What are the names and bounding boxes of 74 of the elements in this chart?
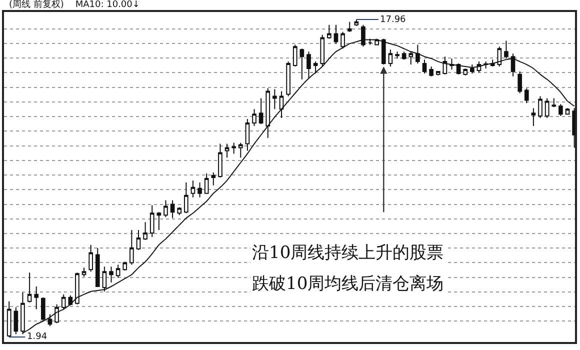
- annotation: 沿10周线持续上升的股票: [252, 243, 444, 263]
- candlestick: [150, 204, 154, 238]
- candlestick: [510, 53, 516, 77]
- candlestick: [334, 24, 338, 44]
- candlestick: [204, 173, 209, 194]
- candlestick: [14, 306, 18, 335]
- candlestick: [68, 294, 73, 306]
- candlestick: [245, 118, 250, 152]
- candlestick: [34, 286, 39, 310]
- candlestick: [470, 64, 474, 74]
- candlestick: [130, 230, 134, 266]
- candlestick: [116, 264, 120, 278]
- candlestick: [75, 272, 80, 305]
- candlestick: [544, 98, 550, 119]
- candlestick: [252, 108, 256, 126]
- candlestick: [27, 272, 32, 303]
- candlestick: [286, 61, 290, 97]
- candlestick: [408, 51, 414, 66]
- candlestick: [102, 266, 107, 292]
- candlestick: [327, 24, 332, 40]
- candlestick: [416, 44, 420, 64]
- candlestick: [109, 266, 114, 284]
- candlestick: [279, 90, 284, 119]
- candlestick: [258, 98, 264, 124]
- candlestick: [6, 300, 12, 338]
- candlestick: [402, 51, 406, 60]
- candlestick: [538, 96, 542, 119]
- candlestick: [292, 44, 298, 67]
- candlestick: [518, 70, 522, 94]
- candlestick: [266, 88, 270, 138]
- annotation: 17.96: [380, 15, 406, 25]
- candlestick: [224, 143, 230, 158]
- candlestick: [313, 61, 318, 74]
- candlestick: [177, 206, 182, 216]
- candlestick: [136, 230, 141, 250]
- candlestick: [88, 244, 93, 272]
- candlestick: [300, 48, 304, 80]
- candlestick: [170, 200, 175, 219]
- candlestick: [190, 180, 196, 198]
- candlestick: [347, 21, 352, 32]
- candlestick: [429, 66, 434, 77]
- candlestick: [558, 104, 563, 117]
- candlestick: [565, 108, 570, 115]
- candlestick: [122, 261, 128, 272]
- candlestick: [552, 98, 556, 108]
- candlestick: [40, 296, 46, 322]
- candlestick: [497, 46, 502, 67]
- candlestick: [164, 200, 168, 218]
- candlestick: [450, 58, 454, 70]
- candlestick: [95, 247, 100, 287]
- candlestick: [156, 212, 162, 231]
- candlestick: [272, 88, 277, 110]
- candlestick: [61, 294, 66, 310]
- candlestick: [531, 108, 536, 126]
- annotation: 1.94: [27, 332, 48, 342]
- candlestick: [354, 19, 359, 26]
- candlestick: [422, 59, 427, 74]
- annotation: 跌破10周均线后清仓离场: [252, 274, 444, 294]
- candlestick: [82, 267, 86, 278]
- candlestick: [463, 68, 468, 76]
- candlestick: [198, 182, 202, 198]
- candlestick: [143, 222, 148, 240]
- candlestick: [524, 88, 529, 104]
- candlestick: [388, 49, 393, 67]
- candlestick: [232, 142, 236, 154]
- candlestick: [48, 314, 52, 327]
- candlestick: [218, 143, 222, 178]
- candlestick: [306, 51, 311, 79]
- candlestick: [184, 182, 188, 214]
- candlestick: [238, 142, 243, 158]
- candlestick: [436, 70, 440, 76]
- candlestick: [211, 172, 216, 186]
- candlestick: [54, 304, 59, 324]
- candlestick: [395, 51, 400, 60]
